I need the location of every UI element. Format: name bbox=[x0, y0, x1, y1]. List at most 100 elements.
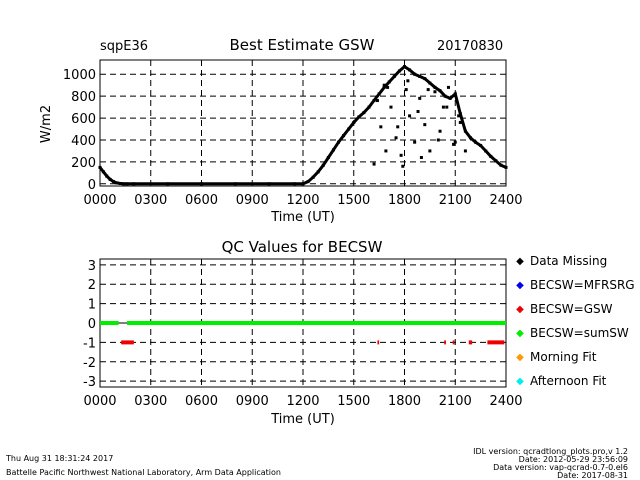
gsw-point bbox=[326, 156, 330, 160]
footer-code-date: Date: 2012-05-29 23:56:09 bbox=[519, 455, 628, 464]
top-chart-title: Best Estimate GSW bbox=[230, 36, 375, 54]
gsw-point bbox=[468, 136, 472, 140]
top-y-tick-label: 400 bbox=[71, 134, 96, 149]
gsw-point bbox=[166, 182, 170, 186]
legend-marker-icon: ◆ bbox=[516, 256, 524, 267]
gsw-point bbox=[443, 94, 447, 98]
site-label: sqpE36 bbox=[100, 39, 148, 54]
footer-timestamp: Thu Aug 31 18:31:24 2017 bbox=[5, 454, 113, 463]
gsw-point bbox=[233, 182, 237, 186]
gsw-point bbox=[331, 148, 335, 152]
legend-marker-icon: ◆ bbox=[516, 328, 524, 339]
gsw-point bbox=[105, 174, 109, 178]
gsw-scatter-point bbox=[438, 129, 442, 133]
bottom-chart-title: QC Values for BECSW bbox=[222, 238, 383, 256]
legend-label: BECSW=MFRSRG bbox=[530, 278, 635, 292]
top-x-tick-label: 2400 bbox=[489, 193, 522, 208]
gsw-point bbox=[504, 165, 508, 169]
legend-marker-icon: ◆ bbox=[516, 280, 524, 291]
bottom-y-tick-label: -2 bbox=[83, 356, 96, 371]
top-x-tick-label: 0600 bbox=[185, 193, 218, 208]
gsw-point bbox=[311, 175, 315, 179]
top-y-tick-label: 800 bbox=[71, 90, 96, 105]
bottom-x-tick-label: 0600 bbox=[185, 394, 218, 409]
gsw-point bbox=[342, 134, 346, 138]
gsw-scatter-point bbox=[372, 162, 376, 166]
date-label: 20170830 bbox=[437, 39, 503, 54]
gsw-scatter-point bbox=[436, 138, 440, 142]
gsw-point bbox=[392, 74, 396, 78]
gsw-point bbox=[474, 140, 478, 144]
gsw-point bbox=[118, 181, 122, 185]
top-y-tick-label: 1000 bbox=[63, 68, 96, 83]
gsw-point bbox=[418, 74, 422, 78]
bottom-chart-data bbox=[100, 321, 506, 345]
legend-label: Afternoon Fit bbox=[530, 374, 607, 388]
gsw-point bbox=[494, 159, 498, 163]
legend-label: BECSW=sumSW bbox=[530, 326, 629, 340]
gsw-point bbox=[448, 96, 452, 100]
gsw-scatter-point bbox=[426, 88, 430, 92]
gsw-scatter-point bbox=[441, 105, 445, 109]
bottom-x-tick-label: 2400 bbox=[489, 394, 522, 409]
top-y-tick-label: 0 bbox=[88, 178, 96, 193]
gsw-scatter-point bbox=[457, 114, 461, 118]
gsw-scatter-point bbox=[382, 83, 386, 87]
bottom-chart-ticks: 0000 0300 0600 0900 1200 1500 1800 2100 2400 -3 -2… bbox=[83, 259, 523, 409]
gsw-scatter-point bbox=[401, 164, 405, 168]
gsw-scatter-point bbox=[413, 140, 417, 144]
gsw-scatter-point bbox=[433, 90, 437, 94]
bottom-x-tick-label: 1200 bbox=[286, 394, 319, 409]
gsw-scatter-point bbox=[384, 149, 388, 153]
top-chart-frame bbox=[99, 59, 507, 187]
gsw-point bbox=[267, 182, 271, 186]
gsw-scatter-point bbox=[453, 140, 457, 144]
gsw-point bbox=[321, 163, 325, 167]
gsw-point bbox=[362, 111, 366, 115]
top-x-tick-label: 2100 bbox=[439, 193, 472, 208]
top-x-tick-label: 1500 bbox=[337, 193, 370, 208]
gsw-scatter-point bbox=[406, 79, 410, 83]
legend-label: Data Missing bbox=[530, 254, 607, 268]
top-chart-grid bbox=[100, 60, 506, 186]
top-x-tick-label: 0300 bbox=[134, 193, 167, 208]
bottom-y-tick-label: 2 bbox=[88, 278, 96, 293]
bottom-x-tick-label: 0300 bbox=[134, 394, 167, 409]
gsw-point bbox=[438, 89, 442, 93]
gsw-scatter-point bbox=[458, 120, 462, 124]
bottom-y-tick-label: -1 bbox=[83, 336, 96, 351]
gsw-point bbox=[387, 80, 391, 84]
gsw-point bbox=[306, 180, 310, 184]
gsw-point bbox=[479, 143, 483, 147]
gsw-point bbox=[132, 182, 136, 186]
footer-idl-version: IDL version: qcradtlong_plots.pro,v 1.2 bbox=[473, 447, 628, 456]
gsw-scatter-point bbox=[379, 125, 383, 129]
gsw-scatter-point bbox=[416, 109, 420, 113]
gsw-point bbox=[428, 81, 432, 85]
legend-label: BECSW=GSW bbox=[530, 302, 613, 316]
gsw-point bbox=[453, 92, 457, 96]
bottom-x-tick-label: 1500 bbox=[337, 394, 370, 409]
gsw-scatter-point bbox=[463, 149, 467, 153]
gsw-point bbox=[112, 180, 116, 184]
gsw-point bbox=[489, 154, 493, 158]
bottom-x-tick-label: 2100 bbox=[439, 394, 472, 409]
bottom-y-tick-label: 3 bbox=[88, 259, 96, 274]
gsw-point bbox=[463, 129, 467, 133]
gsw-point bbox=[122, 182, 126, 186]
gsw-scatter-point bbox=[386, 85, 390, 89]
gsw-point bbox=[125, 182, 129, 186]
bottom-x-tick-label: 1800 bbox=[388, 394, 421, 409]
gsw-point bbox=[458, 112, 462, 116]
gsw-point bbox=[433, 85, 437, 89]
top-y-tick-label: 600 bbox=[71, 112, 96, 127]
footer-data-version: Data version: vap-qcrad-0.7-0.el6 bbox=[493, 463, 628, 472]
top-x-tick-label: 0000 bbox=[83, 193, 116, 208]
gsw-scatter-point bbox=[375, 99, 379, 103]
gsw-series-line bbox=[98, 64, 507, 186]
gsw-scatter-point bbox=[404, 88, 408, 92]
gsw-scatter-point bbox=[445, 105, 449, 109]
gsw-scatter-point bbox=[419, 156, 423, 160]
legend-marker-icon: ◆ bbox=[516, 304, 524, 315]
legend-marker-icon: ◆ bbox=[516, 376, 524, 387]
